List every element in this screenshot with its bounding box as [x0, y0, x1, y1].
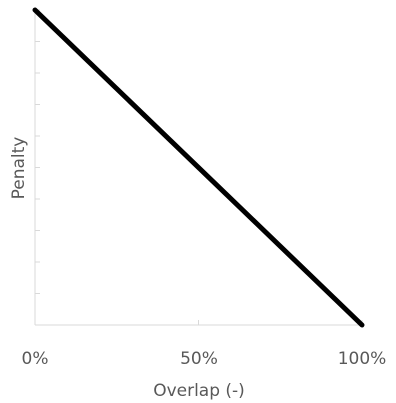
x-tick-label-1: 50%	[180, 349, 218, 369]
y-axis-title: Penalty	[9, 137, 29, 200]
x-tick-label-2: 100%	[338, 349, 387, 369]
plot-area	[32, 7, 365, 328]
x-axis-title: Overlap (-)	[153, 381, 245, 401]
x-tick-label-0: 0%	[22, 349, 49, 369]
series-line-0	[32, 7, 365, 328]
chart-labels: 0% 50% 100% Overlap (-) Penalty	[9, 137, 386, 401]
